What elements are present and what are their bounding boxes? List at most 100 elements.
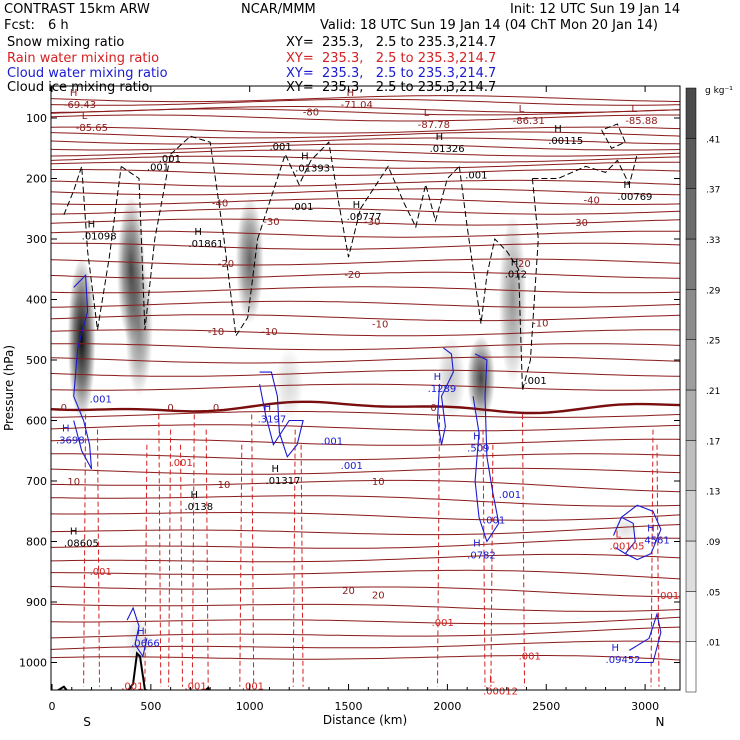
colorbar-swatch-1 — [685, 591, 697, 642]
temperature-contour — [51, 585, 680, 598]
extremum-value-14: .1289 — [428, 384, 457, 395]
snow-shading-5 — [437, 335, 466, 421]
contour-value-label-12: .001 — [90, 567, 112, 578]
y-axis-label: Pressure (hPa) — [2, 345, 16, 431]
temperature-label-16: 0 — [430, 403, 436, 414]
contour-value-label-7: .001 — [321, 437, 343, 448]
extremum-value-0: -69.43 — [64, 100, 96, 111]
x-tick-label-5: 2500 — [532, 700, 560, 713]
temperature-label-10: -10 — [261, 327, 277, 338]
extremum-value-5: -85.88 — [625, 116, 657, 127]
temperature-contour — [51, 626, 680, 639]
colorbar-swatch-0 — [685, 641, 697, 693]
rain-water-contour — [168, 429, 172, 687]
valid-time: Valid: 18 UTC Sun 19 Jan 14 (04 ChT Mon … — [320, 18, 658, 33]
temperature-label-12: -10 — [532, 318, 548, 329]
temperature-label-5: -30 — [572, 218, 588, 229]
model-title: CONTRAST 15km ARW — [4, 2, 150, 17]
extremum-marker-1: H — [347, 88, 355, 99]
init-time: Init: 12 UTC Sun 19 Jan 14 — [510, 2, 681, 17]
cloud-water-contour — [629, 611, 662, 664]
extremum-value-23: .00105 — [610, 542, 645, 553]
cloud-ice-contour — [257, 141, 361, 258]
extremum-marker-24: H — [137, 626, 145, 637]
extremum-value-15: .3197 — [258, 414, 287, 425]
colorbar-tick-4: .17 — [706, 437, 720, 447]
extremum-marker-12: H — [194, 227, 202, 238]
temperature-contour — [51, 126, 680, 134]
fcst-label: Fcst: — [4, 18, 35, 33]
temperature-contour — [51, 98, 680, 106]
fcst-value: 6 h — [48, 18, 69, 33]
extremum-marker-21: H — [473, 539, 481, 550]
temperature-contour — [51, 411, 680, 418]
temperature-label-6: -20 — [218, 259, 234, 270]
temperature-contour — [51, 512, 680, 521]
rain-water-contour — [292, 429, 296, 687]
temperature-label-19: 10 — [372, 477, 385, 488]
temperature-contour — [51, 495, 680, 507]
org-name: NCAR/MMM — [241, 2, 316, 17]
rain-water-contour — [482, 429, 486, 687]
y-tick-label-6: 700 — [26, 475, 47, 488]
cloud-ice-contour — [120, 154, 172, 330]
cloud-ice-contour — [359, 165, 460, 229]
rain-water-contour — [180, 444, 183, 687]
contour-value-label-16: .001 — [121, 682, 143, 693]
temperature-contour — [51, 553, 680, 563]
temperature-contour — [51, 314, 680, 322]
contour-value-label-1: .001 — [269, 142, 291, 153]
extremum-value-18: .01317 — [266, 476, 301, 487]
cloud-water-contour — [472, 353, 500, 543]
contour-value-label-9: .001 — [499, 490, 521, 501]
legend-cloud-water: Cloud water mixing ratio — [7, 66, 168, 81]
contour-value-label-13: .001 — [432, 618, 454, 629]
colorbar-unit: g kg⁻¹ — [705, 86, 733, 96]
extremum-value-7: .00115 — [548, 136, 583, 147]
cloud-water-contour — [73, 274, 93, 470]
rain-water-contour — [300, 444, 304, 687]
cloud-ice-contour — [601, 123, 626, 149]
cloud-water-contour — [436, 347, 454, 445]
north-label: N — [656, 715, 665, 729]
extremum-value-10: .00777 — [347, 212, 382, 223]
colorbar-tick-10: .41 — [706, 135, 720, 145]
extremum-marker-25: H — [612, 643, 620, 654]
temperature-contour — [51, 537, 680, 549]
extremum-marker-20: H — [70, 526, 78, 537]
rain-water-contour — [158, 414, 162, 687]
temperature-contour — [51, 640, 680, 650]
legend-rain: Rain water mixing ratio — [7, 51, 160, 66]
temperature-label-7: -20 — [344, 270, 360, 281]
contour-value-label-14: .001 — [519, 651, 541, 662]
extremum-marker-0: H — [70, 88, 78, 99]
temperature-contour — [51, 207, 680, 215]
temperature-contour — [51, 655, 680, 661]
extremum-marker-11: H — [88, 220, 96, 231]
extremum-marker-7: H — [554, 124, 562, 135]
rain-water-contour — [83, 414, 87, 687]
temperature-label-15: 0 — [213, 403, 219, 414]
rain-water-contour — [205, 429, 209, 687]
rain-water-contour — [490, 444, 494, 687]
temperature-label-2: -40 — [584, 196, 600, 207]
temperature-contour — [51, 137, 680, 145]
legend-rain-xy: XY= 235.3, 2.5 to 235.3,214.7 — [286, 51, 497, 66]
plot-frame — [50, 85, 681, 691]
x-tick-label-4: 2000 — [433, 700, 461, 713]
contour-value-label-18: .001 — [242, 682, 264, 693]
temperature-contour — [51, 149, 680, 157]
extremum-value-1: -71.04 — [341, 100, 373, 111]
y-tick-label-8: 900 — [26, 596, 47, 609]
temperature-contour — [51, 424, 680, 432]
colorbar-tick-2: .09 — [706, 538, 721, 548]
colorbar-tick-8: .33 — [706, 236, 720, 246]
colorbar-tick-1: .05 — [706, 588, 720, 598]
extremum-marker-17: H — [473, 431, 481, 442]
colorbar-swatch-4 — [685, 440, 697, 491]
extremum-value-9: .00769 — [617, 192, 652, 203]
snow-shading-7 — [498, 214, 527, 385]
y-tick-label-4: 500 — [26, 354, 47, 367]
extremum-value-17: .509 — [467, 443, 489, 454]
temperature-contour — [51, 479, 680, 493]
